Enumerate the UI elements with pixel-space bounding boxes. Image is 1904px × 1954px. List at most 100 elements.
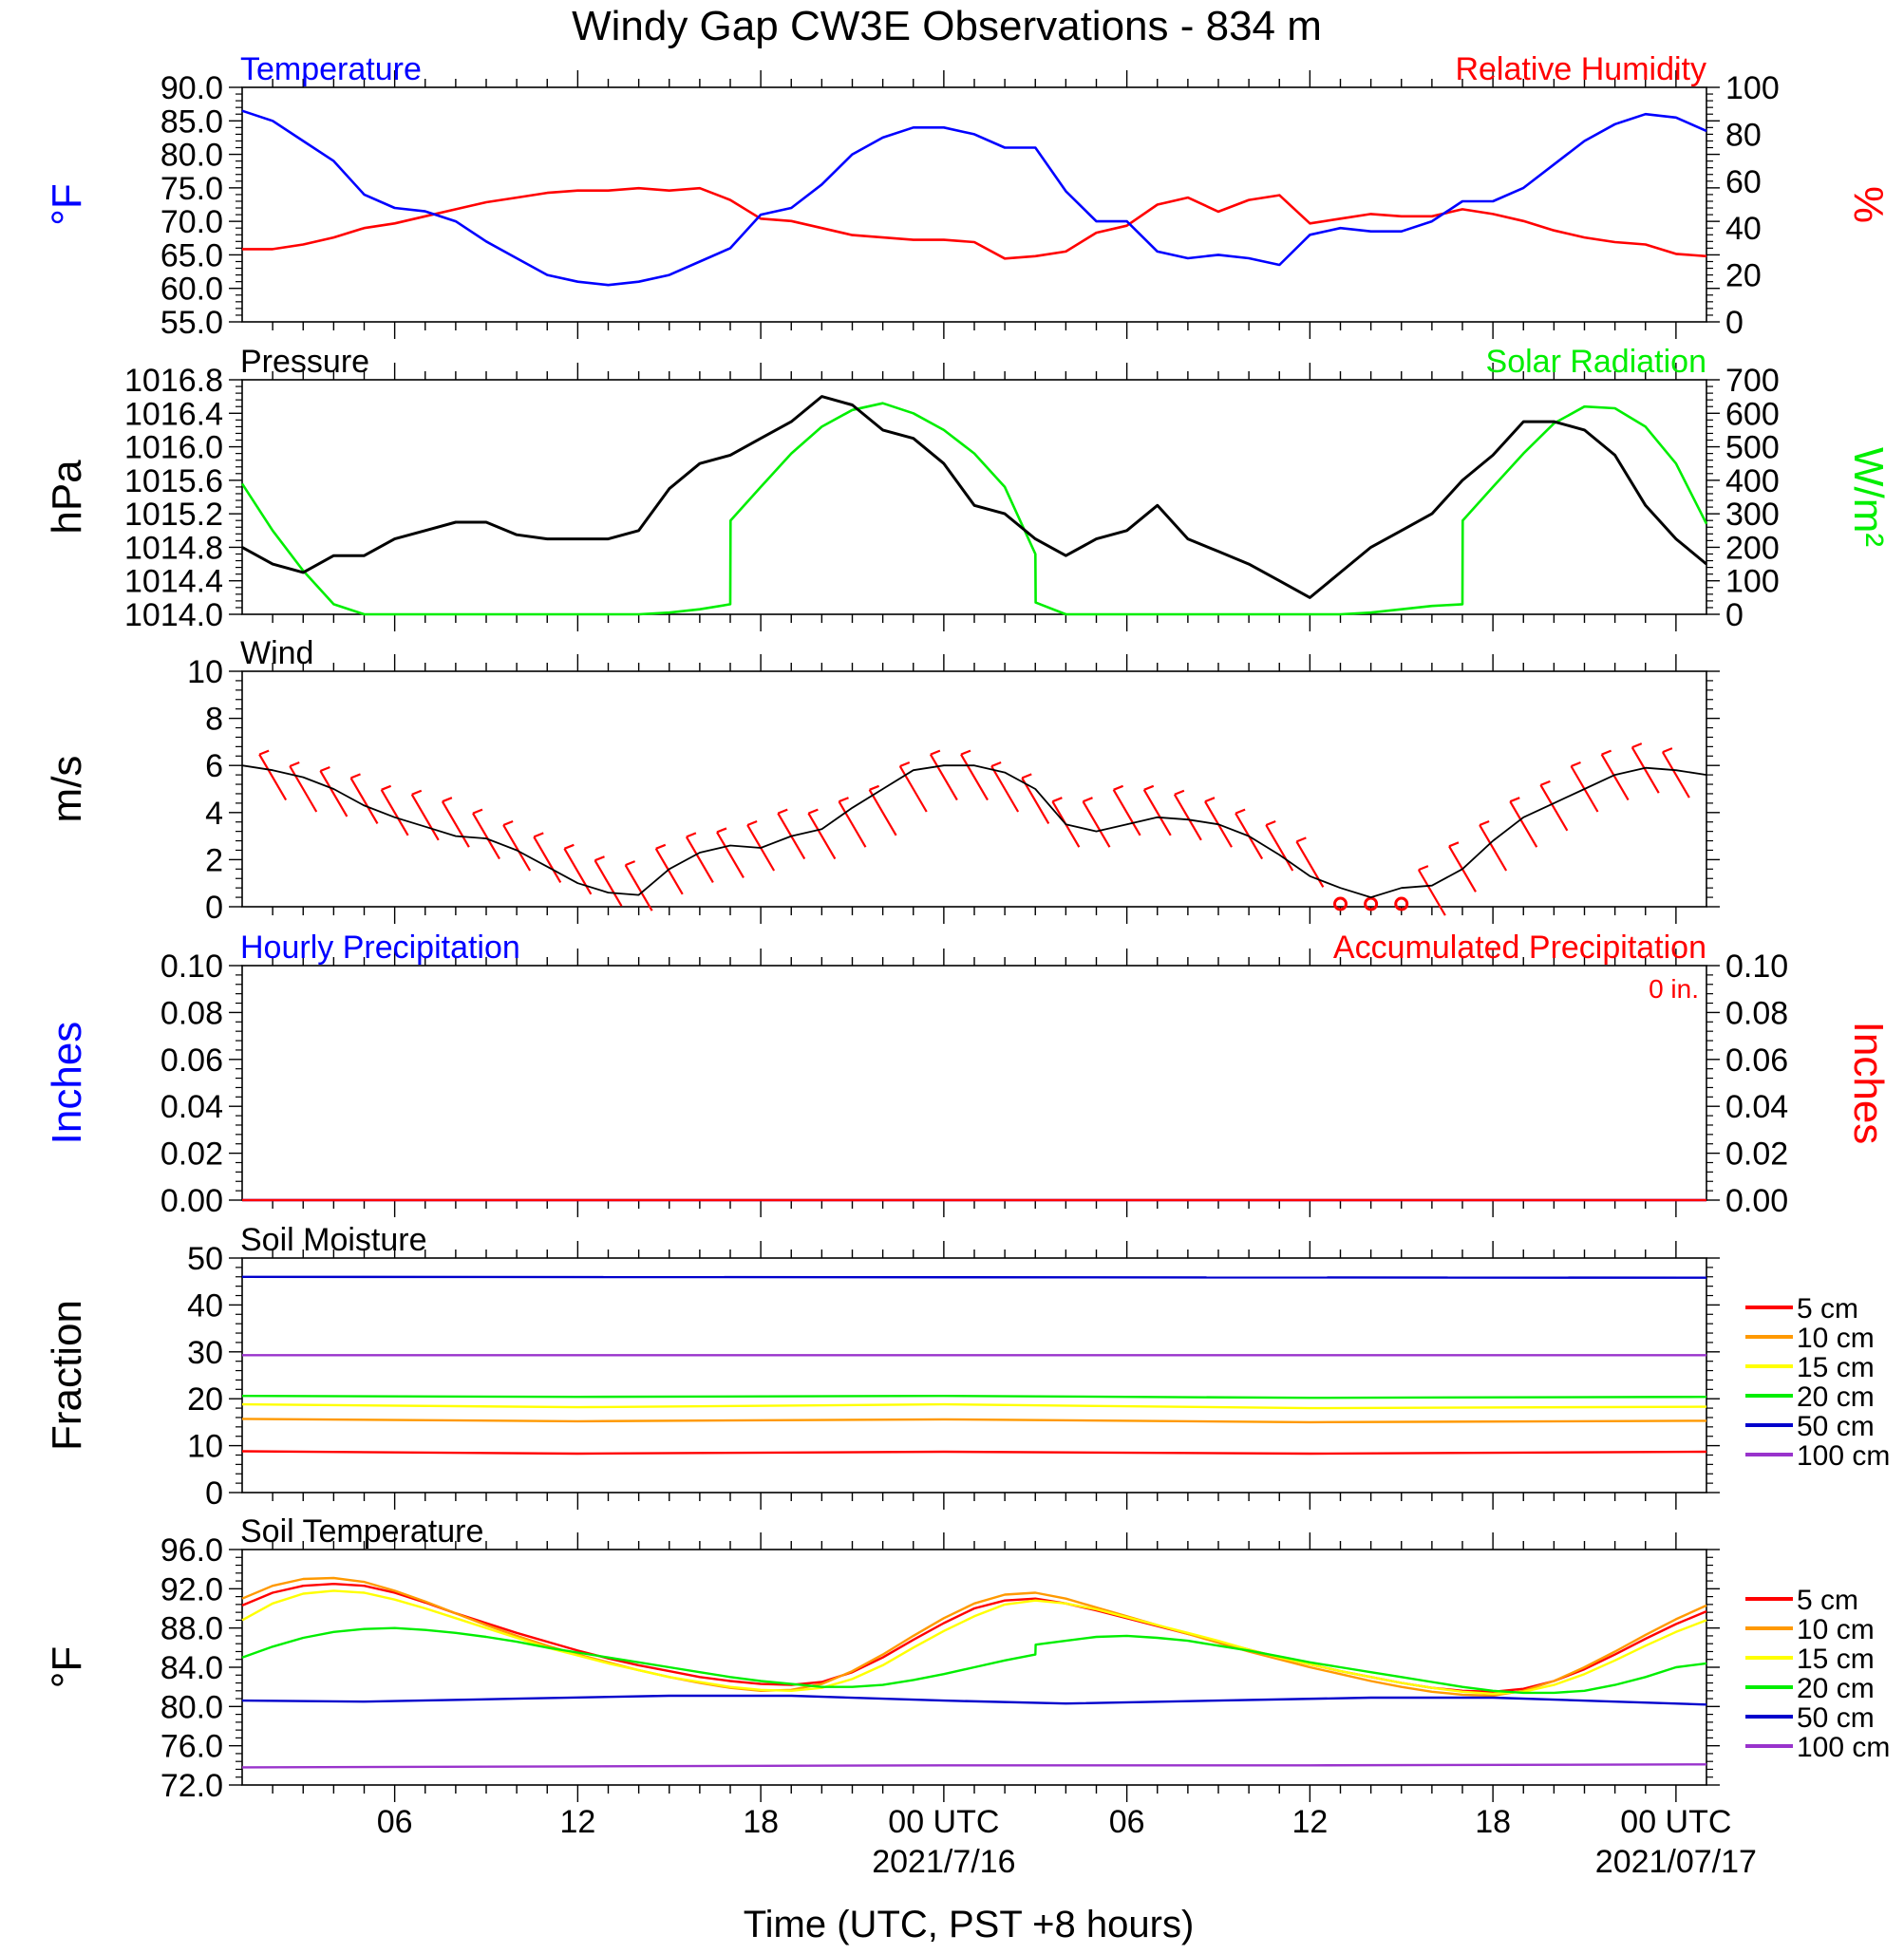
temp-y-axis-label-left: °F xyxy=(44,183,90,225)
temp-y-tick-label-left: 60.0 xyxy=(160,272,223,308)
soilm-series-5-cm xyxy=(241,1450,1707,1456)
pressure-y-tick-label-right: 700 xyxy=(1725,363,1780,399)
precip-y-tick-label-left: 0.04 xyxy=(160,1089,223,1125)
wind-barb-flag xyxy=(533,832,544,838)
panels-layer: 90.085.080.075.070.065.060.055.010080604… xyxy=(44,51,1892,1880)
soilt-legend-label: 10 cm xyxy=(1797,1614,1875,1645)
precip-y-axis-label-left: Inches xyxy=(44,1022,90,1145)
wind-y-tick-label-left: 8 xyxy=(205,702,223,738)
wind-barb-flag xyxy=(1539,780,1551,786)
wind-barb xyxy=(654,848,684,895)
wind-barb-flag xyxy=(258,749,270,756)
pressure-y-tick-label-left: 1016.4 xyxy=(124,396,223,432)
soilm-legend-label: 50 cm xyxy=(1797,1411,1875,1442)
wind-y-tick-label-left: 4 xyxy=(205,796,223,832)
soilt-y-tick-label-left: 88.0 xyxy=(160,1611,223,1647)
pressure-title-left: Pressure xyxy=(240,344,369,380)
wind-barb-flag xyxy=(1021,773,1032,780)
temp-y-tick-label-left: 80.0 xyxy=(160,138,223,174)
panel-temp: 90.085.080.075.070.065.060.055.0 100 80 60 4… xyxy=(44,51,1892,341)
wind-barb-flag xyxy=(1051,797,1063,803)
wind-barb-flag xyxy=(563,843,575,850)
wind-calm-marker xyxy=(1333,896,1348,911)
wind-barb-flag xyxy=(442,797,453,803)
soilt-y-tick-label-left: 92.0 xyxy=(160,1571,223,1607)
pressure-title-right: Solar Radiation xyxy=(1486,344,1706,380)
soilt-y-tick-label-left: 96.0 xyxy=(160,1532,223,1569)
pressure-y-tick-label-left: 1015.2 xyxy=(124,497,223,533)
temp-title-left: Temperature xyxy=(240,51,422,87)
wind-barb-flag xyxy=(411,789,423,796)
soilt-legend-label: 5 cm xyxy=(1797,1585,1858,1616)
wind-barb xyxy=(990,765,1020,813)
wind-barb-flag xyxy=(319,765,330,772)
temp-y-tick-label-left: 65.0 xyxy=(160,237,223,273)
precip-y-tick-label-left: 0.02 xyxy=(160,1137,223,1173)
wind-barb xyxy=(838,800,867,848)
temp-y-tick-label-right: 0 xyxy=(1725,305,1744,341)
soilt-legend-label: 20 cm xyxy=(1797,1673,1875,1704)
wind-barb xyxy=(1631,746,1660,794)
pressure-plot-frame xyxy=(241,379,1707,615)
pressure-y-tick-label-left: 1014.4 xyxy=(124,564,223,600)
pressure-y-tick-label-right: 300 xyxy=(1725,497,1780,533)
wind-barb xyxy=(594,859,623,907)
precip-title-left: Hourly Precipitation xyxy=(240,930,520,966)
wind-y-tick-label-left: 0 xyxy=(205,890,223,926)
wind-barb-flag xyxy=(1662,747,1673,754)
wind-barb xyxy=(960,754,989,801)
precip-title-right: Accumulated Precipitation xyxy=(1333,930,1706,966)
pressure-y-tick-label-left: 1015.6 xyxy=(124,463,223,499)
precip-y-axis-label-right: Inches xyxy=(1845,1022,1892,1145)
wind-barb-flag xyxy=(1113,784,1124,791)
wind-barb-flag xyxy=(472,808,483,815)
wind-barb-flag xyxy=(1509,797,1520,803)
wind-barb xyxy=(1479,824,1508,872)
temp-y-tick-label-left: 75.0 xyxy=(160,171,223,207)
panel-soilt: 96.092.0 88.084.080.0 76.072.0 Soil Tempera… xyxy=(44,1513,1890,1880)
soilm-legend-label: 5 cm xyxy=(1797,1293,1858,1325)
wind-barb-flag xyxy=(625,860,636,867)
wind-barb-flag xyxy=(1235,808,1246,815)
soilm-plot-frame xyxy=(241,1257,1707,1494)
x-tick-label: 06 xyxy=(377,1804,413,1840)
precip-accum-total: 0 in. xyxy=(1649,974,1699,1004)
temp-y-tick-label-right: 20 xyxy=(1725,258,1762,294)
soilt-legend-label: 15 cm xyxy=(1797,1644,1875,1675)
wind-barb-flag xyxy=(899,761,911,768)
soilm-y-tick-label-left: 30 xyxy=(187,1335,223,1371)
wind-barb-flag xyxy=(807,808,819,815)
pressure-y-tick-label-left: 1016.0 xyxy=(124,430,223,466)
temp-y-tick-label-left: 85.0 xyxy=(160,103,223,140)
temp-y-tick-label-right: 60 xyxy=(1725,164,1762,200)
temp-series-relative-humidity xyxy=(242,186,1707,260)
precip-y-tick-label-left: 0.00 xyxy=(160,1183,223,1219)
wind-barb-flag xyxy=(1571,761,1581,768)
soilm-series-15-cm xyxy=(241,1402,1707,1410)
wind-barb-flag xyxy=(686,832,697,838)
soilm-series-50-cm xyxy=(241,1275,1707,1279)
wind-barb-flag xyxy=(777,808,788,815)
pressure-y-tick-label-right: 100 xyxy=(1725,564,1780,600)
wind-barb-flag xyxy=(1631,742,1643,749)
soilm-y-axis-label-left: Fraction xyxy=(44,1300,90,1451)
x-tick-label: 18 xyxy=(1475,1804,1511,1840)
pressure-y-axis-label-right: W/m² xyxy=(1845,447,1892,547)
soilt-series-10-cm xyxy=(241,1576,1707,1698)
x-tick-date-label: 2021/07/17 xyxy=(1595,1844,1757,1880)
wind-barb xyxy=(1173,794,1202,841)
wind-barb-flag xyxy=(1479,819,1490,827)
temp-y-tick-label-left: 70.0 xyxy=(160,204,223,240)
soilm-y-tick-label-left: 50 xyxy=(187,1241,223,1277)
wind-barb-flag xyxy=(381,784,392,791)
wind-barb xyxy=(1417,869,1446,916)
wind-calm-marker xyxy=(1394,896,1409,911)
precip-y-tick-label-left: 0.10 xyxy=(160,949,223,985)
temp-y-tick-label-left: 55.0 xyxy=(160,305,223,341)
x-tick-label: 12 xyxy=(1291,1804,1328,1840)
wind-barb-flag xyxy=(1174,789,1185,796)
wind-barb-flag xyxy=(990,761,1002,768)
x-tick-label: 18 xyxy=(743,1804,779,1840)
wind-barb xyxy=(1600,754,1630,801)
